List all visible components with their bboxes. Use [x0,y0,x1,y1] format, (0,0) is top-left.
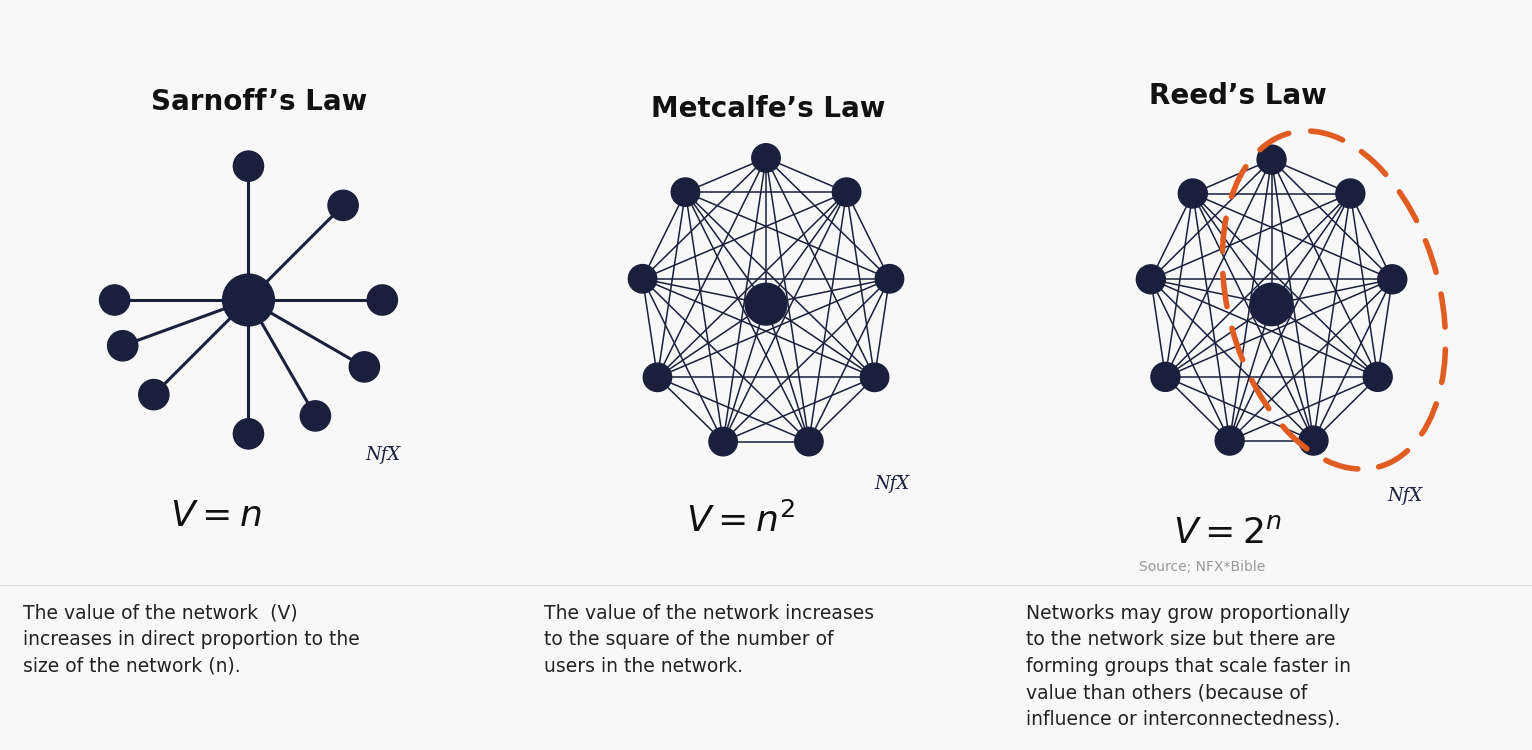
Circle shape [1178,179,1207,208]
Circle shape [1258,146,1285,174]
Circle shape [1299,426,1328,455]
Circle shape [861,363,889,392]
Circle shape [1336,179,1365,208]
Circle shape [139,380,169,410]
Circle shape [222,274,274,326]
Circle shape [1151,362,1180,392]
Circle shape [300,400,331,431]
Circle shape [1250,284,1293,326]
Text: $\mathbf{\mathit{V=n}}$: $\mathbf{\mathit{V=n}}$ [170,499,262,532]
Circle shape [671,178,700,206]
Circle shape [368,285,397,315]
Circle shape [233,419,264,449]
Circle shape [709,427,737,456]
Text: NfX: NfX [1388,487,1423,505]
Text: Networks may grow proportionally
to the network size but there are
forming group: Networks may grow proportionally to the … [1026,604,1351,729]
Text: Metcalfe’s Law: Metcalfe’s Law [651,95,885,123]
Text: $\mathbf{\mathit{V=2^n}}$: $\mathbf{\mathit{V=2^n}}$ [1172,516,1281,550]
Text: The value of the network  (V)
increases in direct proportion to the
size of the : The value of the network (V) increases i… [23,604,360,676]
Text: Source; NFX*Bible: Source; NFX*Bible [1140,560,1265,574]
Circle shape [745,284,787,325]
Text: NfX: NfX [365,446,400,464]
Circle shape [328,190,358,220]
Text: Reed’s Law: Reed’s Law [1149,82,1327,110]
Circle shape [107,331,138,361]
Circle shape [1137,265,1166,294]
Circle shape [875,265,904,293]
Circle shape [832,178,861,206]
Text: Sarnoff’s Law: Sarnoff’s Law [152,88,368,116]
Circle shape [233,151,264,182]
Circle shape [100,285,130,315]
Text: The value of the network increases
to the square of the number of
users in the n: The value of the network increases to th… [544,604,873,676]
Circle shape [1363,362,1393,392]
Text: NfX: NfX [875,475,910,493]
Circle shape [349,352,380,382]
Circle shape [1215,426,1244,455]
Circle shape [795,427,823,456]
Text: $\mathbf{\mathit{V=n^2}}$: $\mathbf{\mathit{V=n^2}}$ [686,503,795,538]
Circle shape [628,265,657,293]
Circle shape [643,363,671,392]
Circle shape [1377,265,1406,294]
Circle shape [752,144,780,172]
